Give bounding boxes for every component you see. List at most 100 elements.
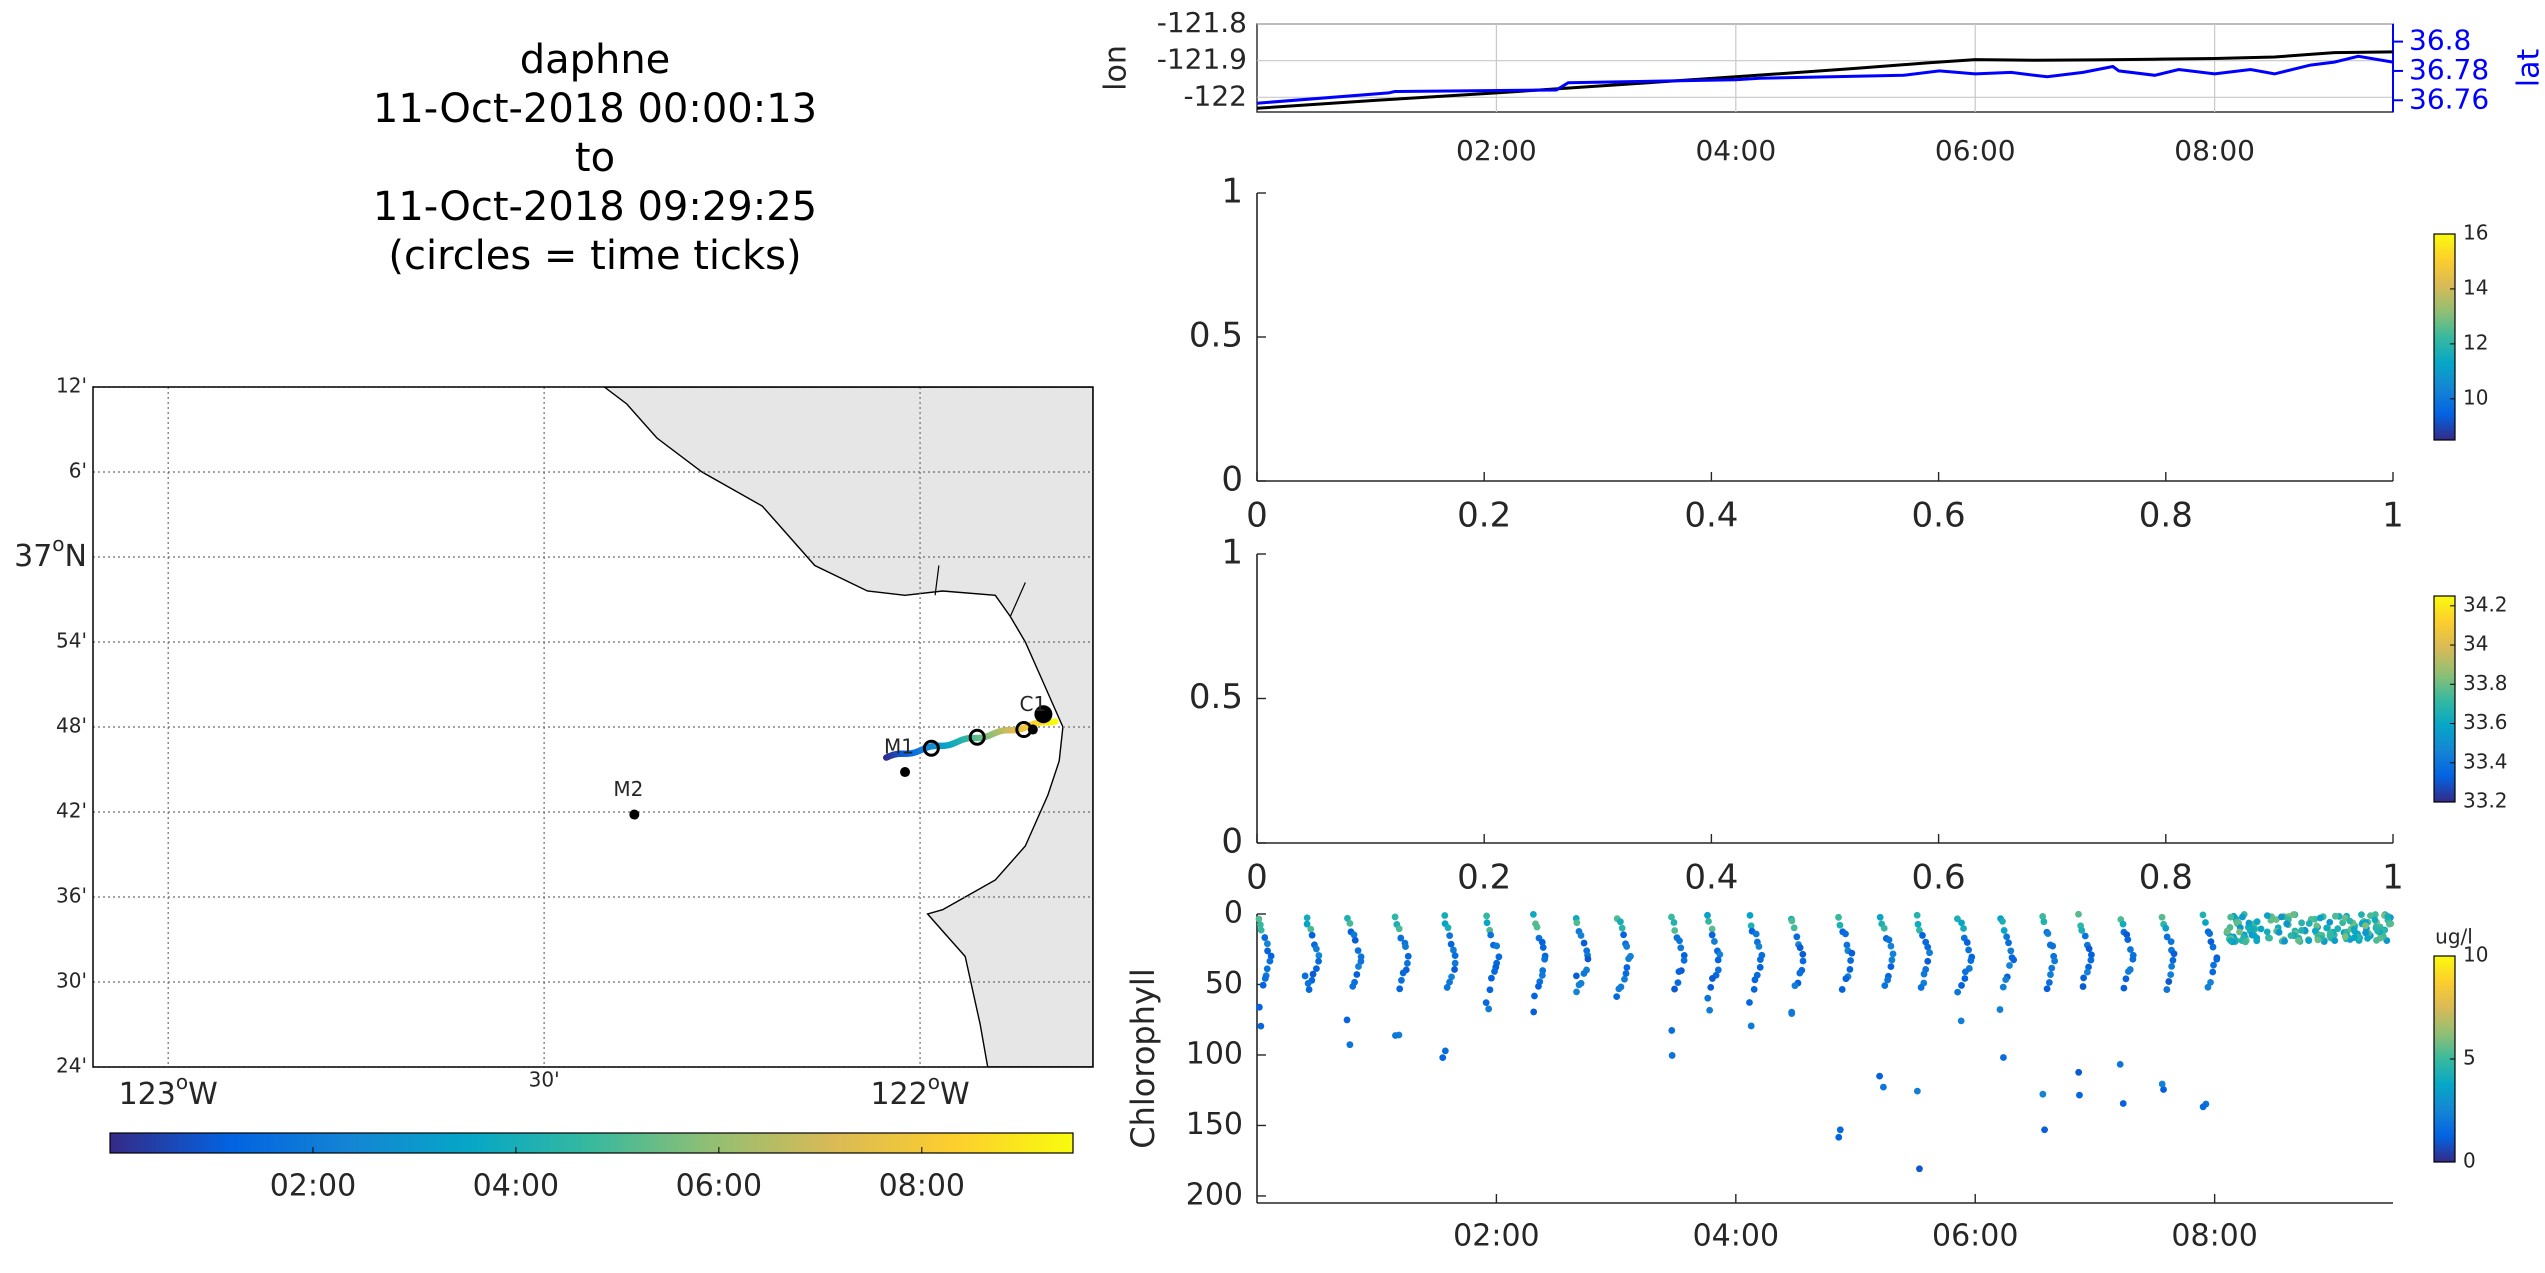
chlorophyll-point: [1396, 985, 1404, 993]
vertical-colorbar: [2433, 233, 2456, 441]
chlorophyll-point: [1397, 934, 1405, 942]
chlorophyll-point: [1451, 952, 1459, 960]
colorbar-tick-label: 10: [2463, 385, 2488, 409]
colorbar-tick-label: 10: [2463, 943, 2488, 967]
chlorophyll-point: [1315, 952, 1323, 959]
chlorophyll-point: [1343, 1016, 1351, 1024]
chlorophyll-point: [1580, 939, 1588, 947]
chlorophyll-point: [2158, 913, 2166, 921]
chlorophyll-point: [1967, 957, 1975, 964]
lonlat-panel: 02:00 04:00 06:00 08:00 -121.8 -121.9-122 36.8…: [1099, 6, 2545, 167]
chlorophyll-point: [1349, 982, 1357, 990]
chlorophyll-point: [2160, 1086, 2167, 1093]
chlorophyll-point: [1443, 984, 1451, 991]
x-tick-label: 08:00: [2171, 1219, 2257, 1254]
chlorophyll-point: [1924, 943, 1932, 951]
chlorophyll-point: [1954, 915, 1961, 923]
chlorophyll-point: [1399, 969, 1407, 977]
chlorophyll-point: [1616, 918, 1624, 926]
chlorophyll-point: [1577, 932, 1585, 939]
chlorophyll-point: [1750, 985, 1758, 993]
chlorophyll-point: [1788, 1008, 1796, 1016]
chlorophyll-point: [2385, 920, 2393, 928]
chlorophyll-point: [1876, 913, 1884, 921]
colorbar-tick-label: 5: [2463, 1046, 2476, 1070]
chlorophyll-point: [2006, 962, 2013, 969]
chlorophyll-point: [1580, 970, 1588, 977]
chlorophyll-point: [1796, 969, 1804, 977]
chlorophyll-point: [1920, 970, 1928, 978]
chlorophyll-point: [1668, 913, 1675, 921]
chlorophyll-point: [1529, 910, 1537, 918]
chlorophyll-point: [1482, 999, 1490, 1007]
chlorophyll-point: [2326, 930, 2334, 937]
y-tick-label: 0.5: [1189, 316, 1243, 356]
chlorophyll-point: [1305, 986, 1313, 993]
chlorophyll-point: [2298, 926, 2305, 934]
chlorophyll-point: [2129, 955, 2137, 963]
chlorophyll-point: [2124, 936, 2132, 944]
chlorophyll-point: [2314, 936, 2322, 944]
chlorophyll-point: [1708, 975, 1716, 982]
chlorophyll-point: [1996, 1006, 2004, 1013]
x-tick-label: 0: [1246, 496, 1268, 536]
chlorophyll-point: [1451, 959, 1459, 967]
chlorophyll-point: [2295, 937, 2302, 944]
colorbar-tick-label: 33.2: [2463, 789, 2508, 813]
map-y-tick-label: 12': [56, 374, 87, 398]
lonlat-x-tick-label: 06:00: [1935, 134, 2016, 167]
chlorophyll-point: [2266, 934, 2273, 942]
chlorophyll-point: [2202, 919, 2209, 926]
lonlat-axes: [1256, 23, 2394, 113]
chlorophyll-point: [1670, 919, 1678, 926]
chlorophyll-point: [1788, 917, 1796, 925]
chlorophyll-point: [1444, 924, 1452, 932]
chlorophyll-point: [2048, 964, 2056, 972]
chlorophyll-point: [1704, 994, 1712, 1002]
chlorophyll-point: [1880, 1083, 1887, 1091]
chlorophyll-point: [2367, 912, 2374, 919]
chlorophyll-point: [1485, 1005, 1493, 1013]
chlorophyll-point: [1572, 972, 1580, 980]
chlorophyll-point: [1881, 982, 1889, 990]
chlorophyll-point: [1924, 957, 1932, 965]
chlorophyll-point: [2168, 963, 2176, 970]
chlorophyll-point: [2253, 937, 2261, 945]
title-line-start: 11-Oct-2018 00:00:13: [372, 86, 818, 132]
chlorophyll-point: [1620, 931, 1627, 939]
chlorophyll-point: [1346, 919, 1354, 927]
chlorophyll-point: [2227, 937, 2235, 945]
chlorophyll-point: [2358, 911, 2365, 919]
chlorophyll-point: [2250, 932, 2258, 939]
chlorophyll-point: [1755, 943, 1763, 950]
station-marker: [900, 767, 911, 778]
x-tick-label: 1: [2382, 496, 2404, 536]
chlorophyll-point: [1448, 973, 1455, 981]
chlorophyll-point: [2167, 971, 2175, 979]
colorbar-unit-label: ug/l: [2435, 925, 2473, 949]
chlorophyll-point: [2298, 919, 2306, 927]
chlorophyll-point: [1308, 931, 1316, 939]
chlorophyll-point: [2039, 1090, 2047, 1098]
x-tick-label: 0.2: [1457, 496, 1511, 536]
chlorophyll-point: [1257, 1022, 1265, 1030]
chlorophyll-point: [1312, 965, 1320, 972]
chlorophyll-point: [1799, 957, 1807, 965]
chlorophyll-point: [1796, 944, 1804, 952]
chlorophyll-point: [1303, 920, 1311, 928]
colorbar-tick-label: 04:00: [473, 1169, 559, 1204]
chlorophyll-point: [1403, 959, 1411, 967]
station-label: C1: [1019, 692, 1046, 716]
chlorophyll-point: [1756, 956, 1764, 963]
x-tick-label: 0: [1246, 858, 1268, 898]
chlorophyll-point: [2247, 924, 2255, 932]
x-tick-label: 04:00: [1693, 1219, 1779, 1254]
chlorophyll-point: [2278, 913, 2285, 921]
chlorophyll-point: [2326, 918, 2334, 926]
chlorophyll-point: [1791, 982, 1799, 990]
chlorophyll-point: [2364, 934, 2371, 942]
chlorophyll-point: [1913, 1087, 1921, 1095]
chlorophyll-point: [1751, 976, 1759, 984]
chlorophyll-point: [2120, 984, 2128, 992]
